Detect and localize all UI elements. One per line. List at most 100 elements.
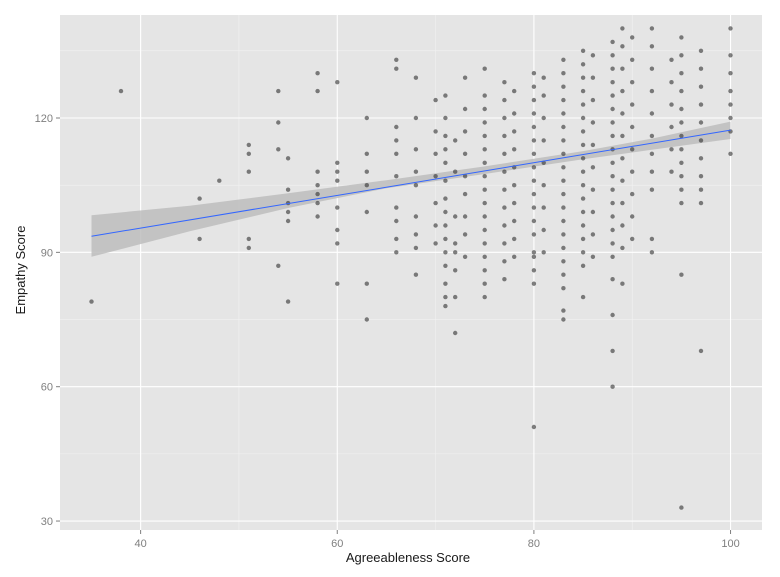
data-point bbox=[335, 227, 340, 233]
data-point bbox=[649, 250, 655, 255]
data-point bbox=[610, 214, 615, 219]
data-point bbox=[482, 254, 487, 259]
y-tick-label: 120 bbox=[35, 113, 53, 125]
data-point bbox=[285, 209, 291, 215]
data-point bbox=[590, 209, 596, 215]
data-point bbox=[610, 39, 615, 45]
data-point bbox=[580, 156, 586, 161]
data-point bbox=[364, 209, 369, 215]
data-point bbox=[728, 151, 733, 156]
data-point bbox=[561, 57, 566, 62]
data-point bbox=[541, 250, 546, 255]
data-point bbox=[443, 196, 448, 201]
data-point bbox=[413, 169, 419, 174]
data-point bbox=[610, 133, 615, 139]
data-point bbox=[217, 178, 222, 183]
data-point bbox=[610, 277, 615, 282]
data-point bbox=[197, 236, 202, 242]
data-point bbox=[462, 214, 468, 219]
data-point bbox=[649, 111, 655, 116]
data-point bbox=[443, 250, 448, 255]
data-point bbox=[620, 178, 625, 183]
data-point bbox=[679, 133, 684, 139]
data-point bbox=[620, 111, 625, 116]
data-point bbox=[502, 80, 507, 85]
data-point bbox=[698, 102, 704, 107]
data-point bbox=[364, 115, 369, 121]
data-point bbox=[610, 254, 615, 259]
data-point bbox=[197, 196, 202, 201]
data-point bbox=[462, 191, 468, 197]
x-tick-label: 80 bbox=[528, 538, 540, 550]
data-point bbox=[610, 174, 615, 179]
data-point bbox=[610, 312, 615, 318]
data-point bbox=[649, 44, 655, 49]
data-point bbox=[512, 183, 517, 188]
data-point bbox=[433, 151, 438, 156]
data-point bbox=[620, 245, 625, 251]
data-point bbox=[453, 250, 458, 255]
data-point bbox=[502, 115, 507, 121]
data-point bbox=[531, 205, 537, 210]
data-point bbox=[482, 200, 487, 206]
data-point bbox=[620, 281, 625, 286]
data-point bbox=[443, 178, 448, 183]
data-point bbox=[561, 71, 566, 76]
data-point bbox=[462, 232, 468, 237]
data-point bbox=[482, 160, 487, 165]
data-point bbox=[590, 53, 596, 58]
data-point bbox=[482, 106, 487, 112]
data-point bbox=[394, 205, 399, 210]
data-point bbox=[679, 505, 684, 510]
data-point bbox=[453, 268, 458, 273]
data-point bbox=[620, 133, 625, 139]
data-point bbox=[462, 129, 468, 134]
data-point bbox=[531, 268, 537, 273]
data-point bbox=[413, 115, 419, 121]
data-point bbox=[285, 299, 291, 304]
data-point bbox=[413, 75, 419, 80]
data-point bbox=[453, 169, 458, 174]
data-point bbox=[531, 138, 537, 143]
data-point bbox=[443, 303, 448, 309]
data-point bbox=[698, 174, 704, 179]
data-point bbox=[512, 147, 517, 152]
data-point bbox=[610, 384, 615, 389]
data-point bbox=[502, 241, 507, 246]
data-point bbox=[669, 147, 674, 152]
data-point bbox=[590, 165, 596, 170]
data-point bbox=[512, 111, 517, 116]
data-point bbox=[335, 241, 340, 246]
data-point bbox=[620, 223, 625, 228]
points-layer bbox=[89, 26, 733, 510]
data-point bbox=[443, 93, 448, 98]
data-point bbox=[502, 205, 507, 210]
data-point bbox=[531, 124, 537, 130]
axes-layer: 40 60 80 100 30 60 90 120 bbox=[35, 113, 740, 550]
data-point bbox=[118, 88, 124, 94]
data-point bbox=[285, 218, 291, 224]
data-point bbox=[630, 35, 635, 40]
data-point bbox=[561, 272, 566, 277]
data-point bbox=[620, 200, 625, 206]
data-point bbox=[630, 169, 635, 174]
data-point bbox=[335, 169, 340, 174]
data-point bbox=[679, 147, 684, 152]
data-point bbox=[482, 241, 487, 246]
data-point bbox=[580, 196, 586, 201]
data-point bbox=[443, 263, 448, 268]
data-point bbox=[413, 232, 419, 237]
data-point bbox=[698, 187, 704, 192]
data-point bbox=[482, 268, 487, 273]
data-point bbox=[335, 178, 340, 183]
data-point bbox=[698, 66, 704, 71]
data-point bbox=[561, 317, 566, 322]
data-point bbox=[630, 214, 635, 219]
data-point bbox=[679, 120, 684, 125]
data-point bbox=[531, 151, 537, 156]
plot-panel bbox=[60, 15, 762, 530]
data-point bbox=[413, 183, 419, 188]
data-point bbox=[649, 88, 655, 94]
data-point bbox=[394, 57, 399, 62]
data-point bbox=[669, 80, 674, 85]
